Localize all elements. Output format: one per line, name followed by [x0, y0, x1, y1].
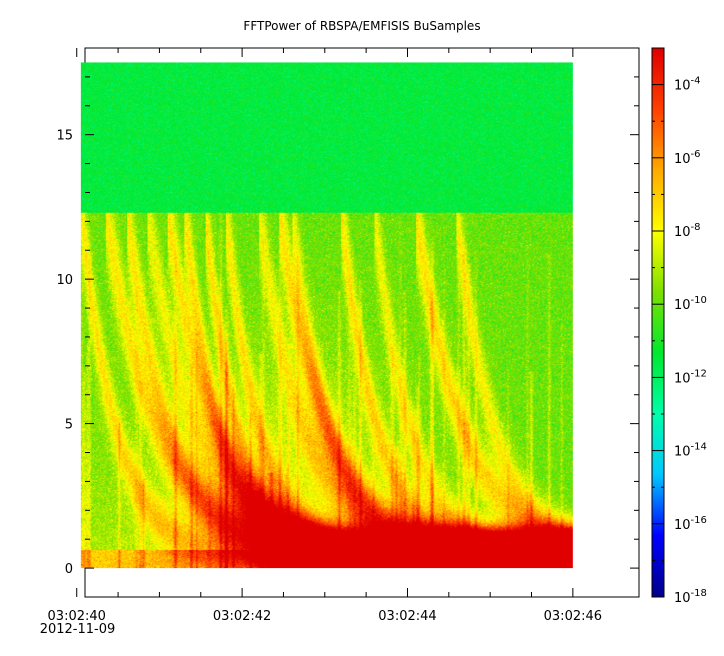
y-axis: 0 5 10 15 — [56, 47, 639, 598]
chart-title: FFTPower of RBSPA/EMFISIS BuSamples — [243, 19, 480, 33]
y-tick-label: 5 — [65, 418, 73, 433]
spectrogram-image — [80, 62, 573, 569]
x-tick-label: 03:02:40 — [48, 609, 106, 624]
y-tick-label: 10 — [56, 273, 73, 288]
colorbar-tick-label: 10-18 — [674, 588, 707, 606]
x-tick-label: 03:02:42 — [213, 609, 271, 624]
colorbar-tick-label: 10-8 — [674, 222, 701, 240]
colorbar-tick-label: 10-10 — [674, 295, 707, 313]
colorbar-tick-label: 10-6 — [674, 149, 701, 167]
colorbar-tick-label: 10-16 — [674, 515, 707, 533]
colorbar-tick-label: 10-12 — [674, 368, 707, 386]
colorbar-tick-label: 10-14 — [674, 442, 707, 460]
colorbar-tick-label: 10-4 — [674, 76, 701, 94]
colorbar-axis: 10-4 10-6 10-8 10-10 10-12 10-14 10-16 10-18 — [652, 47, 707, 606]
y-tick-label: 15 — [56, 129, 73, 144]
x-tick-label: 03:02:44 — [378, 609, 436, 624]
colorbar-gradient — [652, 48, 664, 597]
x-tick-sublabel: 2012-11-09 — [40, 622, 116, 637]
x-tick-label: 03:02:46 — [544, 609, 602, 624]
y-tick-label: 0 — [65, 562, 73, 577]
